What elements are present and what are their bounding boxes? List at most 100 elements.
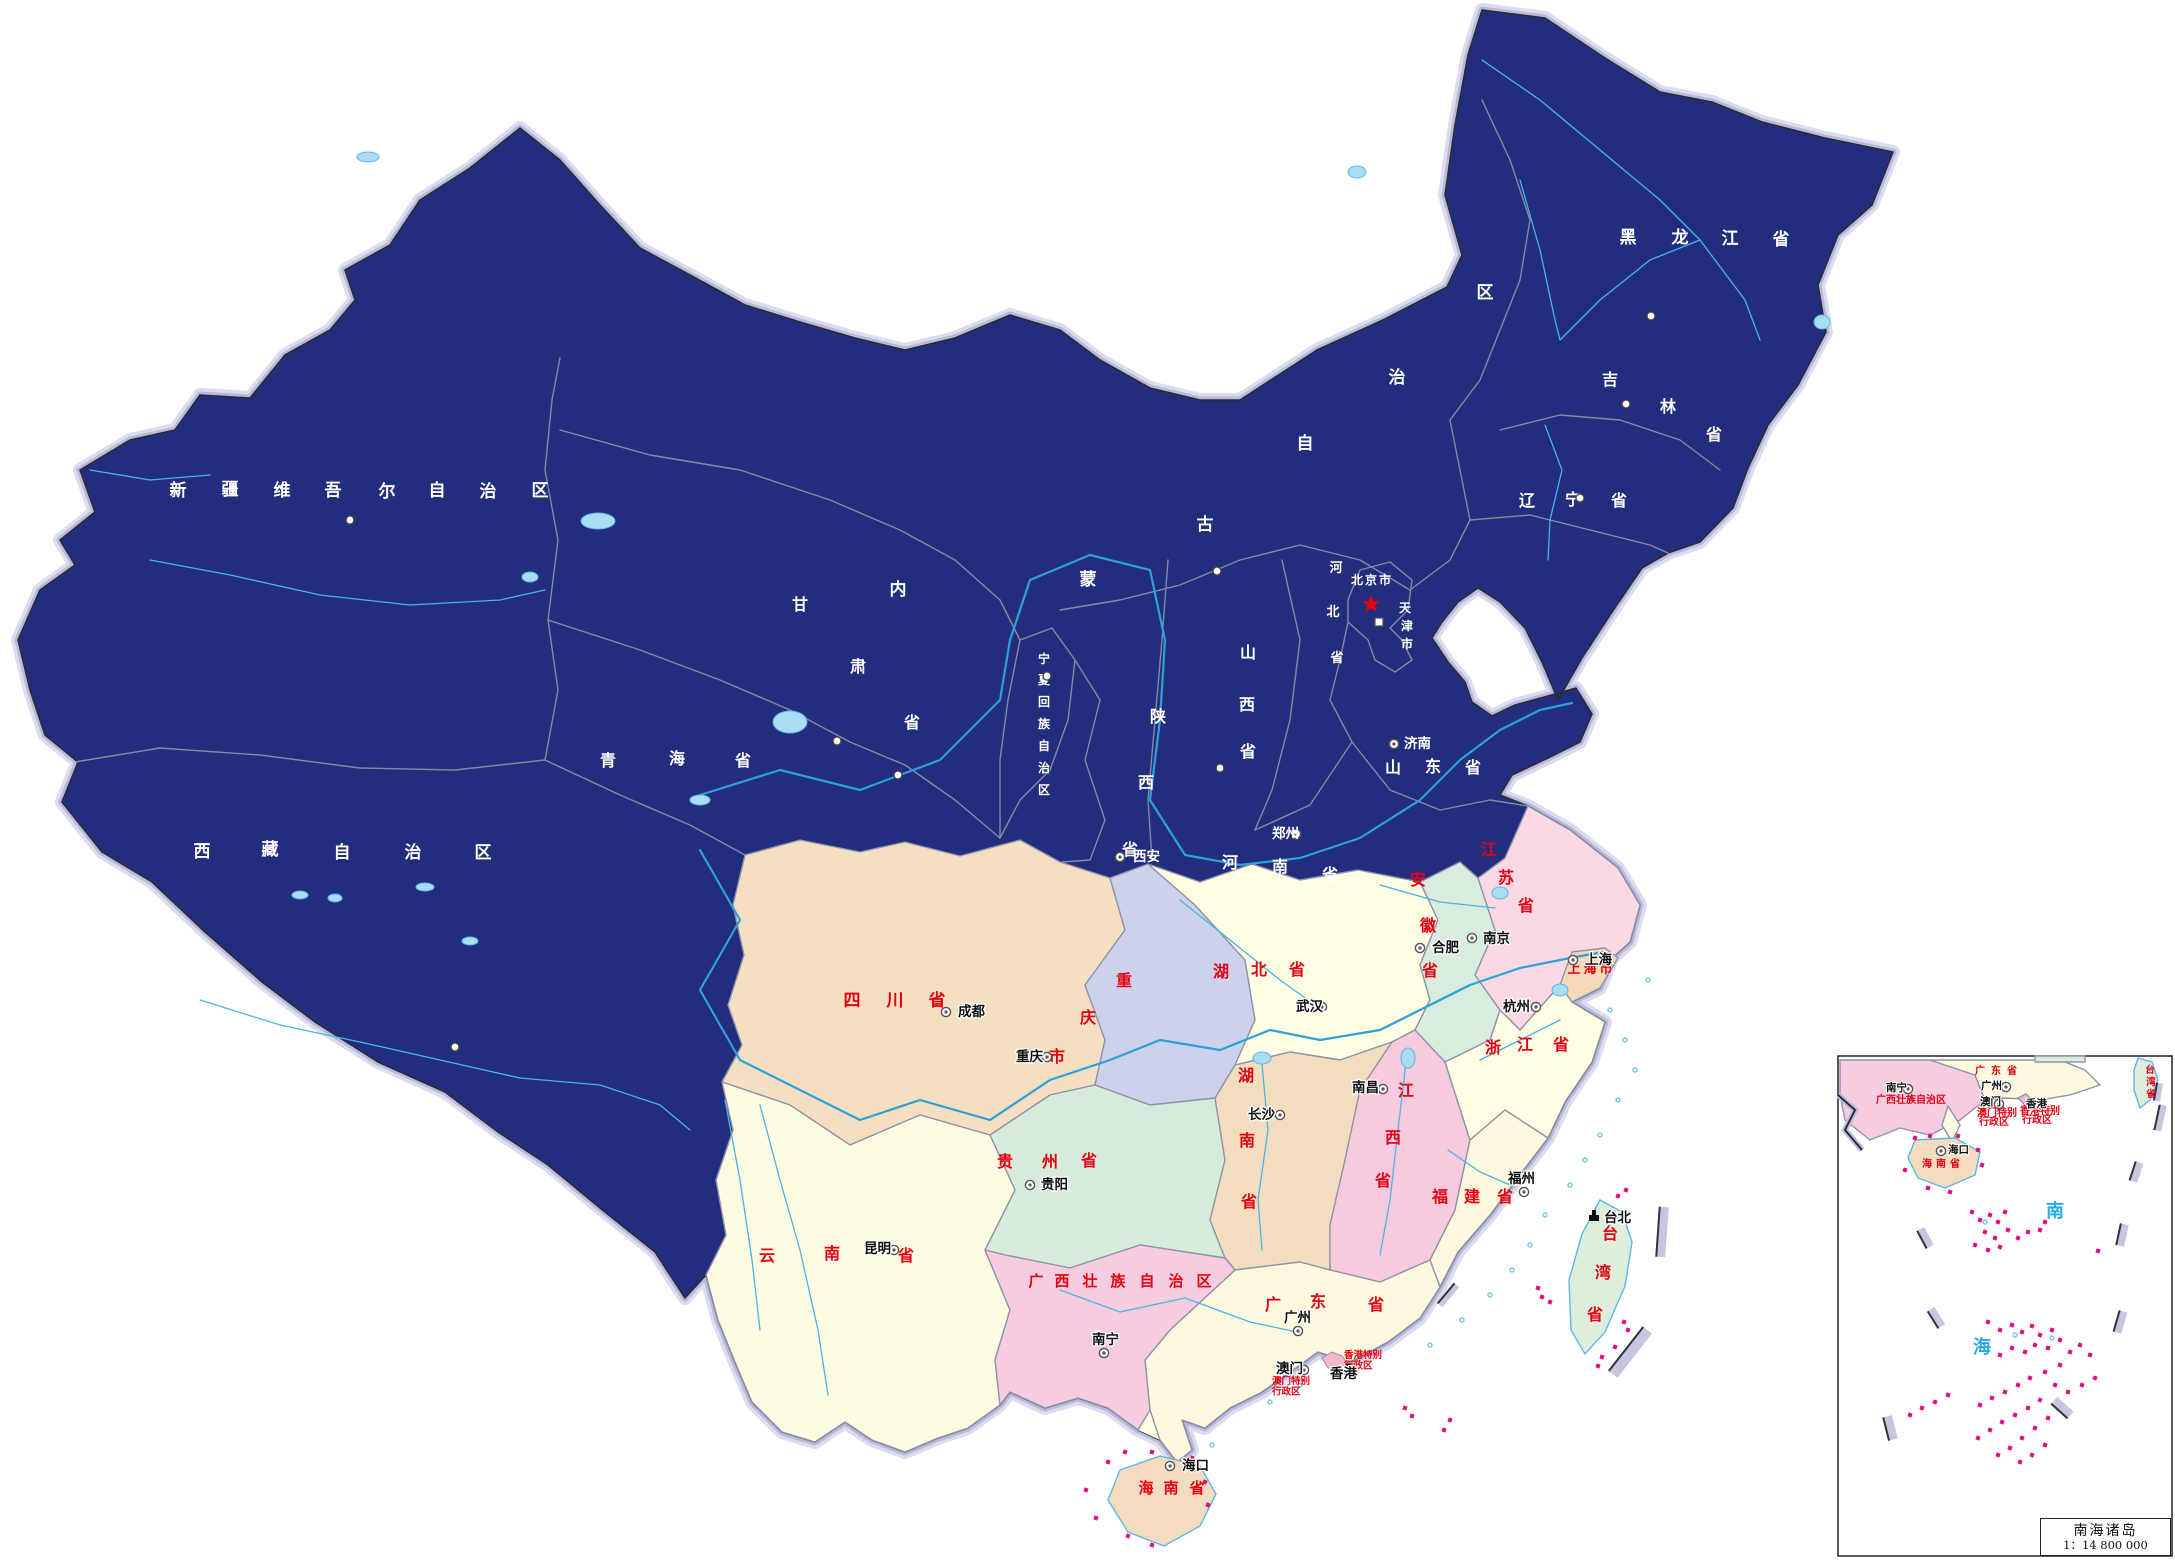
island-dot-70 [1999, 1419, 2005, 1425]
province-label-henan: 省 [1321, 865, 1338, 884]
coast-islet-12 [1297, 1382, 1303, 1388]
province-label-tianjin: 津 [1401, 618, 1413, 633]
island-dot-51 [2009, 1345, 2015, 1351]
province-label-shanxi: 山 [1240, 643, 1256, 662]
island-dot-5 [1205, 1502, 1211, 1508]
city-上海: 上海 [1567, 950, 1614, 969]
province-label-jilin: 吉 [1602, 370, 1618, 389]
coast-islet-3 [1597, 1132, 1603, 1138]
province-label-taiwan: 台 [1602, 1224, 1618, 1243]
city-上海-marker-dot [1571, 958, 1575, 962]
city-label-海口: 海口 [1182, 1457, 1209, 1474]
inset-sea-label: 海 [1973, 1336, 1991, 1358]
province-label-xinjiang: 治 [480, 481, 497, 502]
city-台北-building-icon [1589, 1215, 1599, 1221]
province-label-jilin: 林 [1660, 397, 1676, 416]
island-dot-19 [1621, 1319, 1627, 1325]
island-dot-35 [1985, 1247, 1991, 1253]
province-guangxi [984, 1244, 1236, 1431]
inset-red-label-1: 广东省 [1975, 1064, 2023, 1077]
province-label-fujian: 建 [1464, 1187, 1480, 1206]
city-label-成都: 成都 [958, 1003, 986, 1020]
coast-islet-5 [1567, 1182, 1573, 1188]
inset-city-南宁-marker-dot [1906, 1087, 1910, 1091]
province-label-ningxia: 自 [1038, 738, 1050, 753]
province-label-chongqing: 庆 [1079, 1008, 1096, 1027]
island-dot-60 [2002, 1389, 2008, 1395]
city-label-杭州: 杭州 [1503, 998, 1530, 1015]
island-dot-79 [2029, 1452, 2035, 1458]
province-label-xizang: 区 [475, 843, 492, 863]
province-label-ningxia: 区 [1038, 783, 1050, 797]
province-label-xizang: 西 [194, 842, 211, 862]
city-label-济南: 济南 [1404, 735, 1431, 752]
city-郑州-marker-dot [1294, 832, 1298, 836]
province-label-taiwan: 省 [1586, 1305, 1603, 1324]
island-dot-71 [1987, 1427, 1993, 1433]
city-label-贵阳: 贵阳 [1041, 1176, 1068, 1193]
inset-red-label-2: 海南省 [1922, 1157, 1964, 1170]
city-昆明-marker-dot [892, 1248, 896, 1252]
island-dot-13 [1441, 1427, 1447, 1433]
sar-note-0: 澳门特别 [1272, 1375, 1310, 1387]
island-dot-25 [1977, 1217, 1983, 1223]
island-dot-1 [1122, 1449, 1128, 1455]
province-label-yunnan: 省 [897, 1246, 914, 1265]
province-hainan-island [1107, 1455, 1217, 1547]
province-label-guangdong: 省 [1367, 1295, 1384, 1314]
island-dot-74 [2032, 1425, 2038, 1431]
province-label-anhui: 安 [1410, 870, 1426, 889]
island-dot-56 [2057, 1362, 2063, 1368]
island-dot-22 [1599, 1354, 1605, 1360]
city-合肥: 合肥 [1414, 938, 1461, 957]
province-label-xinjiang: 尔 [379, 481, 396, 502]
city-label-福州: 福州 [1507, 1170, 1535, 1187]
province-label-liaoning: 辽 [1519, 491, 1536, 510]
island-dot-16 [1547, 1299, 1553, 1305]
island-dot-11 [1409, 1413, 1415, 1419]
ridge-bar-4 [2128, 1161, 2144, 1183]
island-dot-55 [2087, 1352, 2093, 1358]
province-label-sichuan: 四 [844, 991, 861, 1011]
province-labels: 黑龙江省吉林省辽宁省内 蒙古自治区新疆维吾尔自治区西藏自治区青海省甘肃省宁夏回族自… [170, 227, 1790, 1497]
province-label-neimenggu: 古 [1197, 514, 1214, 535]
city-合肥-marker-dot [1418, 946, 1422, 950]
capital-marker-8 [345, 515, 355, 525]
province-label-hainan: 南 [1163, 1479, 1178, 1497]
province-label-liaoning: 省 [1610, 491, 1627, 510]
city-福州: 福州 [1506, 1169, 1536, 1198]
province-label-jiangsu: 苏 [1498, 868, 1514, 887]
province-label-qinghai: 海 [669, 749, 685, 768]
island-dot-49 [2032, 1342, 2038, 1348]
island-dot-45 [2037, 1332, 2043, 1338]
province-label-jiangxi: 江 [1398, 1081, 1414, 1100]
ridge-bar-11 [2152, 1082, 2164, 1102]
province-label-ningxia: 族 [1038, 716, 1051, 731]
island-dot-62 [1977, 1402, 1983, 1408]
coast-islet-10 [1459, 1317, 1465, 1323]
island-dot-68 [2025, 1405, 2031, 1411]
coast-islet-9 [1487, 1292, 1493, 1298]
island-dot-15 [1539, 1294, 1545, 1300]
province-label-guangdong: 广 [1265, 1295, 1281, 1314]
city-label-武汉: 武汉 [1296, 998, 1324, 1015]
province-fujian [1429, 1109, 1549, 1288]
city-成都-marker-dot [944, 1010, 948, 1014]
province-label-ningxia: 宁 [1038, 651, 1050, 666]
city-重庆: 重庆 [1015, 1047, 1053, 1066]
city-台北: 台北 [1589, 1208, 1633, 1227]
inset-city-label-广州: 广州 [1981, 1079, 2002, 1092]
island-dot-67 [2037, 1397, 2043, 1403]
island-dot-59 [2015, 1382, 2021, 1388]
city-西安-marker-dot [1118, 855, 1122, 859]
island-dot-75 [2019, 1435, 2025, 1441]
inset-city-label-海口: 海口 [1948, 1143, 1969, 1156]
island-dot-36 [1997, 1244, 2003, 1250]
lakes [291, 151, 1831, 1069]
coast-islet-19 [2049, 1335, 2055, 1341]
capital-marker-3 [1212, 566, 1222, 576]
province-label-jiangxi: 西 [1385, 1128, 1401, 1147]
coast-islet-0 [1622, 1037, 1628, 1043]
